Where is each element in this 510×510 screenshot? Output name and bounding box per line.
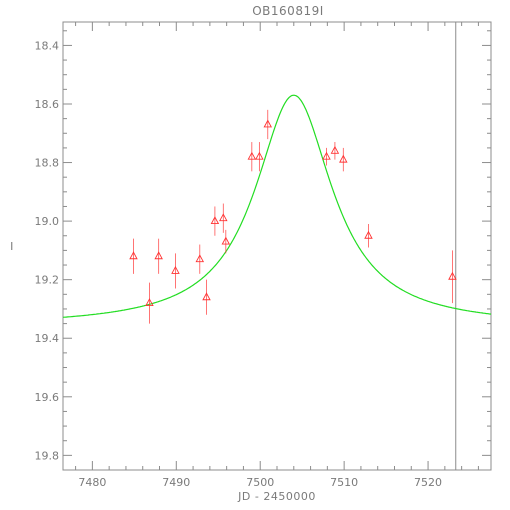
x-tick-label: 7520 xyxy=(414,476,442,489)
data-point xyxy=(195,244,205,274)
triangle-marker xyxy=(219,213,228,222)
triangle-marker xyxy=(330,145,340,154)
data-point xyxy=(247,142,257,172)
triangle-marker xyxy=(171,265,180,274)
data-point xyxy=(219,203,228,233)
plot-frame xyxy=(62,21,492,471)
data-point xyxy=(255,142,264,172)
triangle-marker xyxy=(322,151,331,160)
data-point xyxy=(145,282,154,324)
triangle-marker xyxy=(247,151,257,160)
triangle-marker xyxy=(154,251,163,260)
y-axis-title: I xyxy=(10,240,14,253)
y-tick-label: 19.0 xyxy=(35,215,60,228)
triangle-marker xyxy=(195,254,205,263)
model-curve xyxy=(62,94,492,318)
x-tick-label: 7490 xyxy=(162,476,190,489)
triangle-marker xyxy=(339,154,348,163)
data-point xyxy=(448,250,457,304)
triangle-marker xyxy=(210,216,220,225)
data-point xyxy=(154,238,163,274)
data-point xyxy=(339,147,348,172)
data-point xyxy=(221,229,231,254)
triangle-marker xyxy=(221,236,231,245)
data-point xyxy=(171,253,180,289)
triangle-marker xyxy=(145,298,154,307)
data-point xyxy=(129,238,138,274)
triangle-marker xyxy=(364,230,373,239)
chart-title: OB160819I xyxy=(252,4,324,18)
y-tick-label: 18.4 xyxy=(35,39,60,52)
data-point xyxy=(364,224,373,248)
triangle-marker xyxy=(448,271,457,280)
x-tick-label: 7500 xyxy=(246,476,274,489)
y-tick-label: 19.2 xyxy=(35,274,60,287)
y-tick-label: 19.6 xyxy=(35,391,60,404)
triangle-marker xyxy=(255,151,264,160)
y-tick-label: 19.4 xyxy=(35,332,60,345)
y-tick-label: 19.8 xyxy=(35,449,60,462)
data-points xyxy=(129,109,457,324)
x-tick-label: 7510 xyxy=(330,476,358,489)
y-tick-label: 18.6 xyxy=(35,98,60,111)
data-point xyxy=(210,206,220,236)
data-point xyxy=(330,142,340,160)
triangle-marker xyxy=(129,251,138,260)
data-point xyxy=(322,147,331,166)
x-axis-title: JD - 2450000 xyxy=(237,490,316,503)
triangle-marker xyxy=(202,292,211,301)
triangle-marker xyxy=(263,119,273,128)
x-tick-label: 7480 xyxy=(78,476,106,489)
axes: 7480 7490 7500 7510 7520 18.4 18.6 18.8 19.0 19.2… xyxy=(35,21,492,489)
y-tick-label: 18.8 xyxy=(35,157,60,170)
data-point xyxy=(202,279,211,315)
data-point xyxy=(263,109,273,140)
